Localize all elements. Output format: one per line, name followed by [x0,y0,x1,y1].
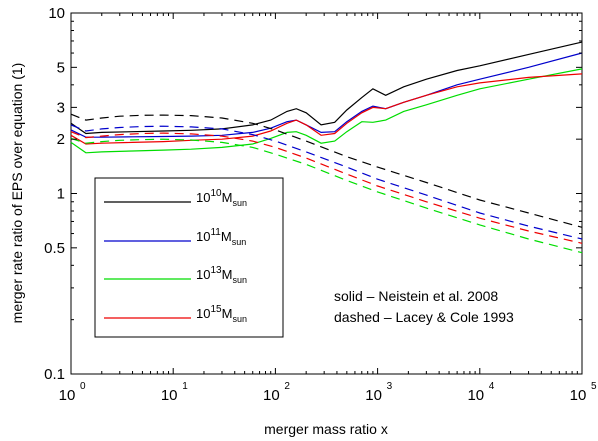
x-tick-label: 10 [263,387,280,404]
series-line-4-solid [70,73,583,145]
annotation-dashed: dashed – Lacey & Cole 1993 [334,309,514,325]
x-tick-exponent: 2 [284,381,290,392]
legend-label-2: 1011Msun [196,227,246,247]
annotation-solid: solid – Neistein et al. 2008 [334,288,498,304]
series-line-6-dashed [70,124,583,240]
x-tick-exponent: 5 [591,381,597,392]
legend-label-4: 1015Msun [196,304,247,324]
x-axis-label: merger mass ratio x [264,421,388,437]
x-tick-exponent: 1 [182,381,188,392]
y-tick-label: 0.1 [44,366,65,383]
x-axis: 10 0 10 1 10 2 10 3 10 4 10 5 [59,13,597,404]
legend-items: 1010Msun 1011Msun 1013Msun 1015Msun [104,188,247,324]
x-tick-label: 10 [161,387,178,404]
x-tick-exponent: 3 [387,381,393,392]
x-tick-exponent: 0 [80,381,86,392]
legend: 1010Msun 1011Msun 1013Msun 1015Msun [94,177,284,338]
legend-box [94,177,284,338]
legend-label-1: 1010Msun [196,188,247,208]
series-line-8-dashed [70,131,583,244]
x-tick-label: 10 [467,387,484,404]
series-line-1-solid [70,41,583,135]
y-tick-label: 3 [57,99,65,116]
y-axis: 0.1 0.5 1 2 3 5 10 [44,5,582,383]
y-tick-label: 0.5 [44,240,65,257]
x-tick-label: 10 [365,387,382,404]
y-tick-label: 5 [57,59,65,76]
x-tick-exponent: 4 [489,381,495,392]
x-tick-label: 10 [59,387,76,404]
series-line-5-dashed [70,113,583,228]
y-tick-label: 10 [48,5,65,22]
y-tick-label: 2 [57,131,65,148]
series-layer [70,41,583,254]
legend-label-3: 1013Msun [196,265,247,285]
series-line-3-solid [70,68,583,154]
series-line-7-dashed [70,137,583,254]
y-axis-label: merger rate ratio of EPS over equation (… [9,63,25,324]
x-tick-label: 10 [570,387,587,404]
y-tick-label: 1 [57,186,65,203]
